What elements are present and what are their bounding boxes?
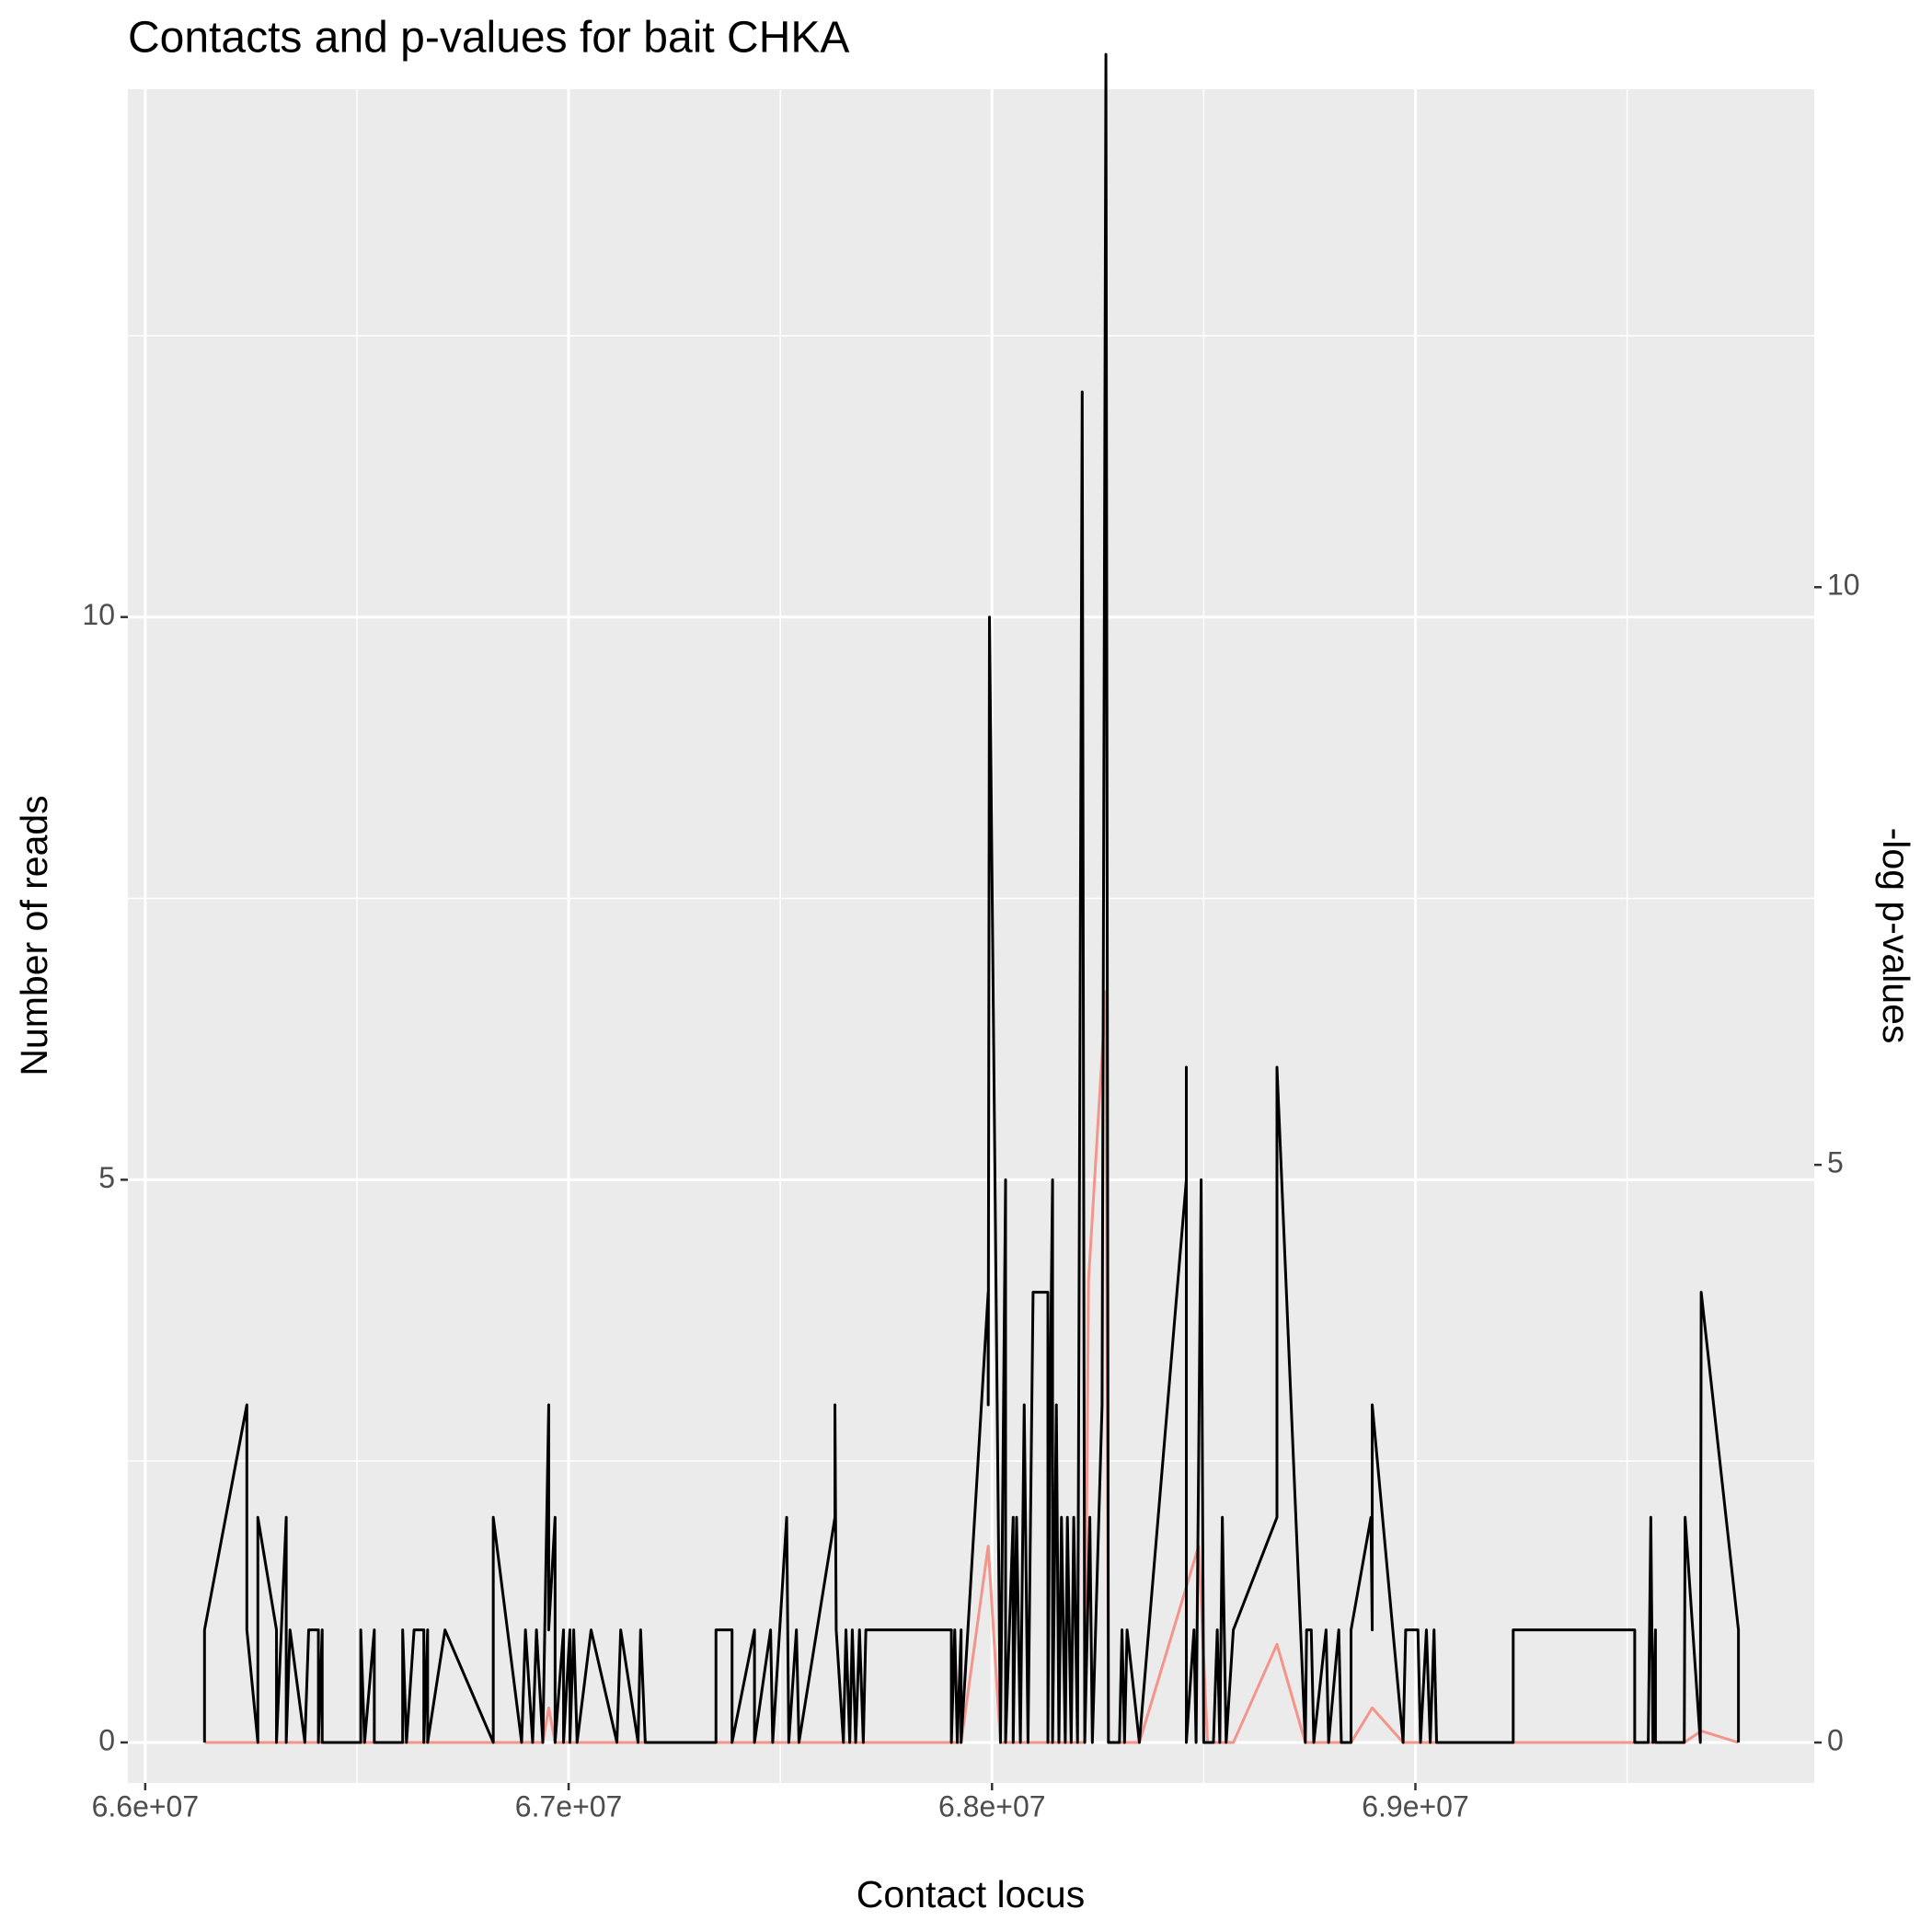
x-tick-label: 6.7e+07 [515,1789,623,1823]
y-axis-title: Number of reads [13,795,55,1075]
y-tick-label: 10 [82,598,115,631]
y2-tick-label: 10 [1827,569,1860,602]
x-tick-label: 6.9e+07 [1362,1789,1469,1823]
y2-tick-label: 0 [1827,1724,1844,1757]
x-axis-title: Contact locus [857,1873,1085,1915]
y2-axis-title: -log p-values [1875,828,1917,1044]
panel-background [128,89,1814,1783]
y-tick-label: 0 [98,1723,115,1756]
y-tick-label: 5 [98,1161,115,1194]
chart-title: Contacts and p-values for bait CHKA [128,14,849,63]
x-tick-label: 6.6e+07 [92,1789,200,1823]
x-tick-label: 6.8e+07 [938,1789,1046,1823]
data-line [202,52,1741,1744]
y2-tick-label: 5 [1827,1146,1844,1179]
